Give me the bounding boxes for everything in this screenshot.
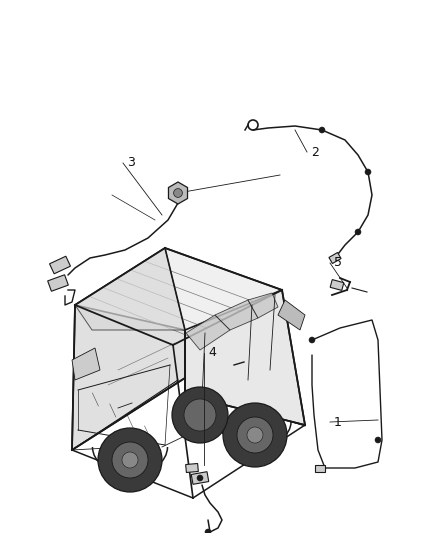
Polygon shape (185, 290, 305, 425)
Circle shape (247, 427, 263, 443)
Circle shape (197, 475, 203, 481)
Text: 1: 1 (334, 416, 342, 429)
Polygon shape (48, 274, 68, 291)
Circle shape (172, 387, 228, 443)
Circle shape (98, 428, 162, 492)
Circle shape (355, 229, 361, 235)
Text: 2: 2 (311, 146, 319, 158)
Polygon shape (75, 248, 282, 345)
Polygon shape (248, 293, 278, 318)
Polygon shape (186, 464, 198, 473)
Polygon shape (215, 300, 258, 330)
Circle shape (173, 189, 182, 197)
Circle shape (309, 337, 315, 343)
Polygon shape (191, 472, 209, 484)
Polygon shape (186, 315, 230, 350)
Polygon shape (315, 464, 325, 472)
Circle shape (365, 169, 371, 175)
Text: 5: 5 (334, 256, 342, 270)
Polygon shape (278, 300, 305, 330)
Circle shape (223, 403, 287, 467)
Polygon shape (72, 348, 100, 380)
Text: 4: 4 (208, 346, 216, 359)
Circle shape (375, 437, 381, 443)
Circle shape (205, 529, 211, 533)
Polygon shape (330, 280, 344, 290)
Polygon shape (329, 253, 341, 263)
Circle shape (112, 442, 148, 478)
Polygon shape (169, 182, 187, 204)
Circle shape (237, 417, 273, 453)
Polygon shape (75, 248, 185, 330)
Text: 3: 3 (127, 157, 135, 169)
Circle shape (319, 127, 325, 133)
Polygon shape (72, 305, 185, 450)
Circle shape (184, 399, 216, 431)
Circle shape (122, 452, 138, 468)
Polygon shape (49, 256, 71, 274)
